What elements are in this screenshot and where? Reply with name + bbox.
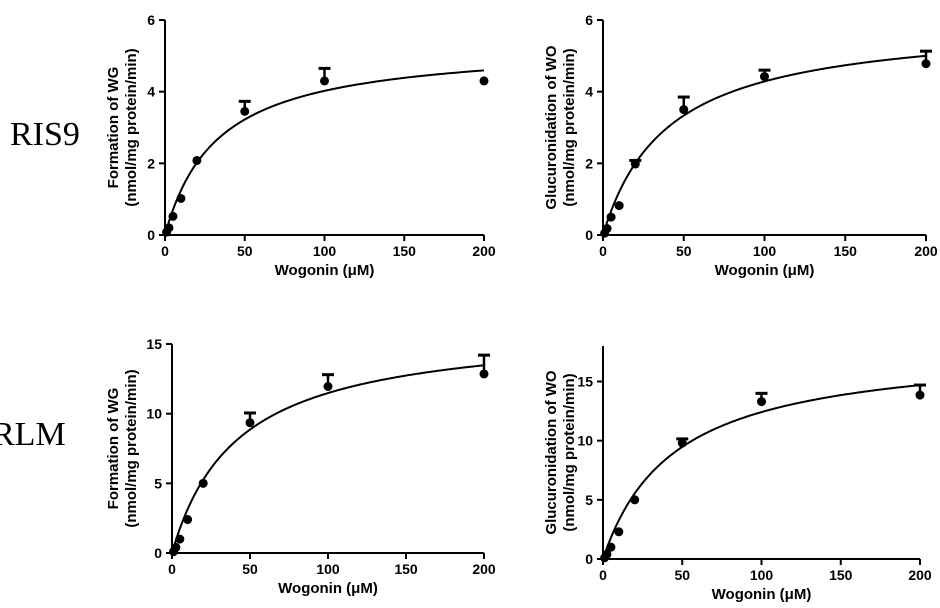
y-axis-title-line: (nmol/mg protein/min) <box>123 48 140 206</box>
data-point <box>175 534 185 544</box>
x-tick-label: 50 <box>237 243 253 259</box>
y-tick-label: 4 <box>147 84 155 100</box>
x-tick-label: 200 <box>472 561 496 577</box>
data-point <box>602 224 612 234</box>
y-tick-label: 0 <box>154 545 162 561</box>
y-axis-title: Formation of WG(nmol/mg protein/min) <box>105 48 140 206</box>
y-tick-label: 15 <box>577 374 593 390</box>
data-point <box>915 390 925 400</box>
y-tick-label: 6 <box>147 12 155 28</box>
data-point <box>171 542 181 552</box>
x-axis-title: Wogonin (μM) <box>275 262 375 279</box>
y-axis-title-line: (nmol/mg protein/min) <box>561 373 578 531</box>
data-point <box>630 495 640 505</box>
y-axis-title-line: (nmol/mg protein/min) <box>123 369 140 527</box>
y-axis-title-line: Formation of WG <box>105 67 122 189</box>
x-tick-label: 100 <box>313 243 337 259</box>
y-tick-label: 0 <box>585 227 593 243</box>
data-point <box>606 542 616 552</box>
row-label-ris9: RIS9 <box>10 116 80 153</box>
data-point <box>614 527 624 537</box>
data-point <box>606 212 616 222</box>
y-tick-label: 4 <box>585 84 593 100</box>
y-tick-label: 5 <box>154 475 162 491</box>
data-point <box>602 549 612 559</box>
chart-panel-1: 0 2 4 6 0 50 100 150 200 Wogonin (μM) Formation of… <box>105 12 496 279</box>
x-tick-label: 150 <box>393 243 417 259</box>
x-tick-label: 150 <box>829 567 853 583</box>
x-tick-label: 0 <box>168 561 176 577</box>
y-axis-title-line: Glucuronidation of WO <box>543 370 560 534</box>
data-point <box>240 106 250 116</box>
data-point <box>479 76 489 86</box>
x-tick-label: 100 <box>753 243 777 259</box>
data-point <box>757 397 766 407</box>
x-axis-title: Wogonin (μM) <box>715 262 815 279</box>
x-tick-label: 200 <box>472 243 496 259</box>
x-tick-label: 50 <box>674 567 690 583</box>
data-point <box>679 105 689 115</box>
y-tick-label: 0 <box>585 551 593 567</box>
data-point <box>320 76 329 86</box>
data-point <box>176 193 186 203</box>
data-point <box>164 223 174 233</box>
x-tick-label: 0 <box>599 567 607 583</box>
data-point <box>323 381 333 391</box>
x-tick-label: 200 <box>908 567 932 583</box>
data-point <box>198 478 208 488</box>
x-tick-label: 50 <box>242 561 258 577</box>
x-tick-label: 100 <box>750 567 774 583</box>
data-point <box>760 72 769 82</box>
x-tick-label: 150 <box>834 243 858 259</box>
row-label-rlm: RLM <box>0 416 66 453</box>
y-axis-title: Glucuronidation of WO(nmol/mg protein/mi… <box>543 45 578 209</box>
y-tick-label: 2 <box>147 155 155 171</box>
y-axis-title: Formation of WG(nmol/mg protein/min) <box>105 369 140 527</box>
y-tick-label: 15 <box>146 336 162 352</box>
data-point <box>921 59 931 69</box>
data-point <box>192 155 202 165</box>
y-tick-label: 0 <box>147 227 155 243</box>
x-axis-title: Wogonin (μM) <box>278 580 378 597</box>
fit-curve <box>171 364 485 554</box>
x-tick-label: 50 <box>676 243 692 259</box>
fit-curve <box>602 384 921 560</box>
data-point <box>614 201 624 211</box>
chart-panel-2: 0 2 4 6 0 50 100 150 200 Wogonin (μM) Glucuronidat… <box>543 12 938 279</box>
y-axis-title-line: Formation of WG <box>105 388 122 510</box>
data-point <box>168 211 178 221</box>
y-axis-title: Glucuronidation of WO(nmol/mg protein/mi… <box>543 370 578 534</box>
x-tick-label: 0 <box>161 243 169 259</box>
x-tick-label: 0 <box>599 243 607 259</box>
y-tick-label: 10 <box>577 433 593 449</box>
y-tick-label: 5 <box>585 492 593 508</box>
x-tick-label: 100 <box>316 561 340 577</box>
fit-curve <box>164 69 485 236</box>
x-tick-label: 150 <box>394 561 418 577</box>
y-axis-title-line: (nmol/mg protein/min) <box>561 48 578 206</box>
y-tick-label: 6 <box>585 12 593 28</box>
data-point <box>630 159 640 169</box>
x-axis-title: Wogonin (μM) <box>712 586 812 603</box>
fit-curve <box>602 54 927 236</box>
x-tick-label: 200 <box>914 243 938 259</box>
data-point <box>677 438 687 448</box>
data-point <box>245 418 255 428</box>
data-point <box>479 369 489 379</box>
y-axis-title-line: Glucuronidation of WO <box>543 45 560 209</box>
data-point <box>183 515 193 525</box>
y-tick-label: 2 <box>585 155 593 171</box>
y-tick-label: 10 <box>146 406 162 422</box>
